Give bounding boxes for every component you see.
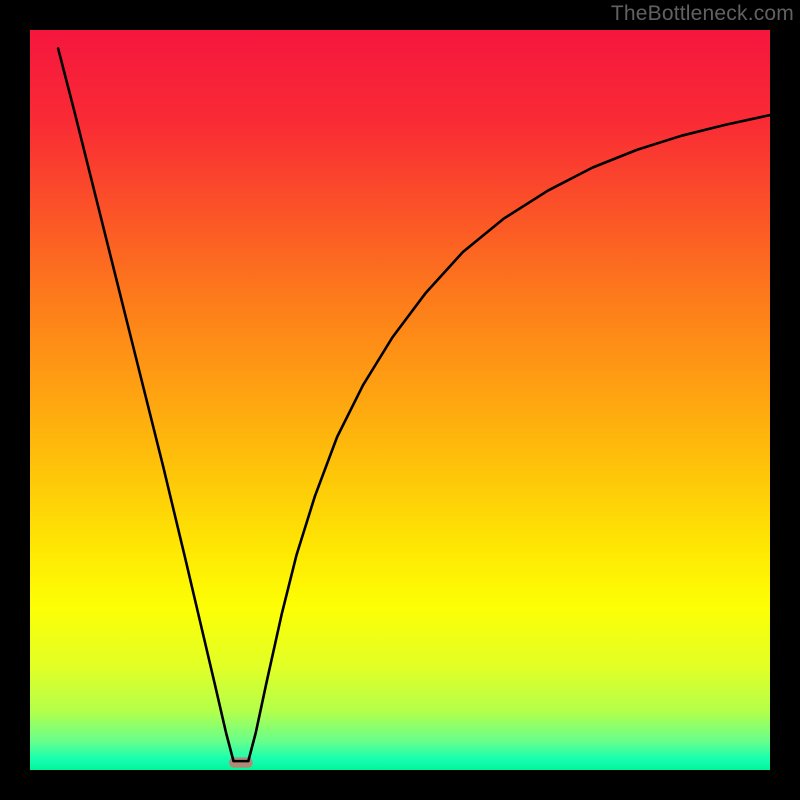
chart-root: TheBottleneck.com [0, 0, 800, 800]
watermark-text: TheBottleneck.com [611, 2, 794, 26]
chart-svg [0, 0, 800, 800]
gradient-background [30, 30, 770, 770]
